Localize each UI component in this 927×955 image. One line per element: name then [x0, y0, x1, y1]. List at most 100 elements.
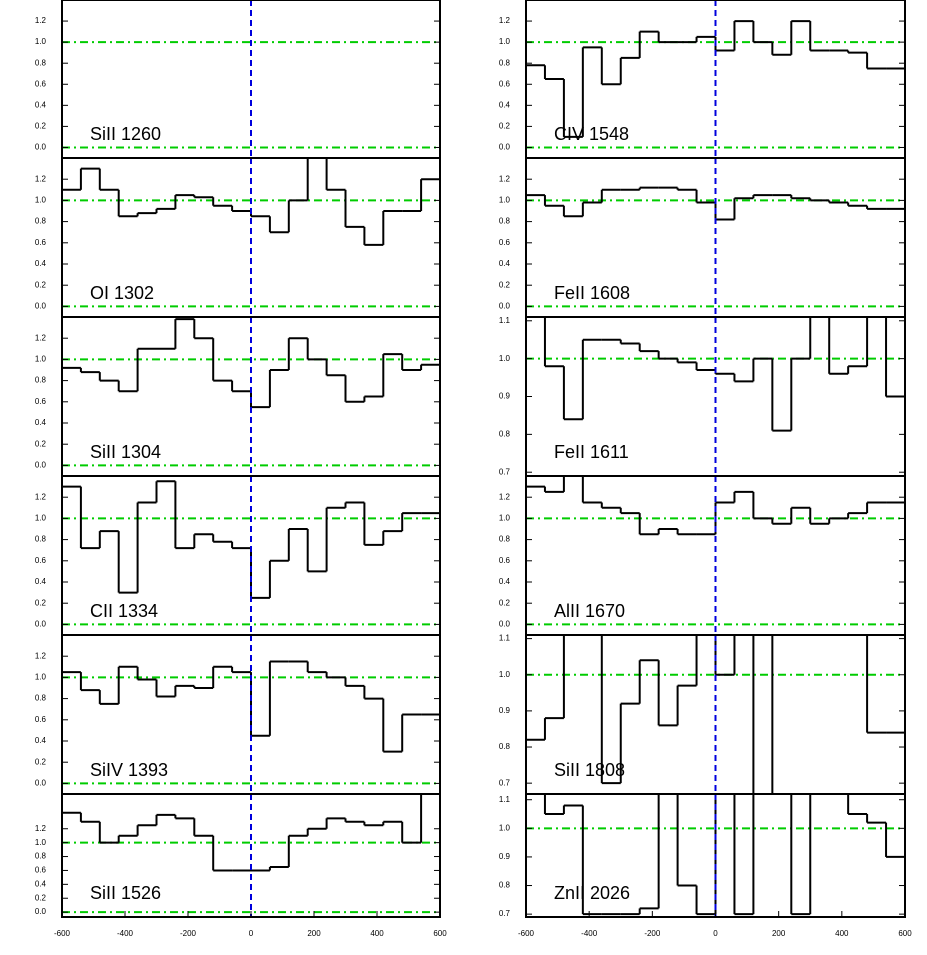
y-tick-label: 1.2 [499, 174, 511, 183]
y-tick-label: 1.1 [499, 634, 511, 643]
y-tick-label: 0.4 [499, 577, 511, 586]
y-tick-label: 0.8 [35, 58, 47, 67]
panel-label: SiII 1808 [554, 760, 625, 780]
panel [526, 0, 905, 158]
y-tick-label: 0.2 [35, 280, 47, 289]
panel [62, 317, 440, 476]
panel-label: SiII 1526 [90, 883, 161, 903]
y-tick-label: 0.6 [499, 238, 511, 247]
y-tick-label: 0.9 [499, 392, 511, 401]
y-tick-label: 0.8 [35, 376, 47, 385]
y-tick-label: 0.8 [35, 694, 47, 703]
y-tick-label: 0.8 [499, 742, 511, 751]
y-tick-label: 1.2 [35, 492, 47, 501]
panel-label: FeII 1611 [554, 442, 629, 462]
y-tick-label: 1.2 [35, 16, 47, 25]
panel [526, 317, 905, 476]
x-tick-label: -600 [518, 929, 535, 938]
panel [62, 794, 440, 917]
x-tick-label: -200 [180, 929, 197, 938]
y-tick-label: 1.1 [499, 795, 511, 804]
y-tick-label: 1.0 [499, 196, 511, 205]
x-tick-label: -200 [644, 929, 661, 938]
y-tick-label: 1.0 [35, 196, 47, 205]
x-tick-label: 400 [835, 929, 849, 938]
y-tick-label: 0.0 [499, 143, 511, 152]
x-tick-label: -600 [54, 929, 71, 938]
y-tick-label: 1.0 [499, 514, 511, 523]
y-tick-label: 0.8 [499, 535, 511, 544]
y-tick-label: 0.6 [35, 238, 47, 247]
y-tick-label: 1.0 [499, 37, 511, 46]
panel-label: AlII 1670 [554, 601, 625, 621]
x-tick-label: 0 [249, 929, 254, 938]
panel-label: OI 1302 [90, 283, 154, 303]
y-tick-label: 0.8 [499, 429, 511, 438]
x-tick-label: 600 [433, 929, 447, 938]
y-tick-label: 0.0 [499, 302, 511, 311]
y-tick-label: 0.0 [35, 143, 47, 152]
y-tick-label: 0.2 [35, 598, 47, 607]
y-tick-label: 0.6 [499, 79, 511, 88]
y-tick-label: 0.4 [35, 879, 47, 888]
y-tick-label: 0.8 [35, 535, 47, 544]
panel-label: SiIV 1393 [90, 760, 168, 780]
y-tick-label: 0.7 [499, 778, 511, 787]
y-tick-label: 0.0 [35, 302, 47, 311]
y-tick-label: 0.2 [35, 439, 47, 448]
panel-label: SiII 1260 [90, 124, 161, 144]
panel-label: CII 1334 [90, 601, 158, 621]
y-tick-label: 0.2 [499, 598, 511, 607]
y-tick-label: 0.8 [35, 852, 47, 861]
y-tick-label: 0.6 [35, 397, 47, 406]
y-tick-label: 0.2 [35, 757, 47, 766]
panel [62, 0, 440, 158]
y-tick-label: 0.4 [35, 736, 47, 745]
y-tick-label: 1.2 [35, 174, 47, 183]
y-tick-label: 0.4 [35, 100, 47, 109]
y-tick-label: 0.2 [499, 280, 511, 289]
x-tick-label: 0 [713, 929, 718, 938]
panel [62, 158, 440, 317]
y-tick-label: 1.2 [499, 492, 511, 501]
x-tick-label: 400 [370, 929, 384, 938]
y-tick-label: 0.8 [499, 58, 511, 67]
y-tick-label: 1.0 [35, 514, 47, 523]
panel [526, 635, 905, 794]
y-tick-label: 0.0 [35, 620, 47, 629]
y-tick-label: 1.0 [499, 823, 511, 832]
panel-label: CIV 1548 [554, 124, 629, 144]
y-tick-label: 0.6 [35, 79, 47, 88]
y-tick-label: 0.4 [499, 259, 511, 268]
panel [62, 476, 440, 635]
y-tick-label: 1.0 [499, 670, 511, 679]
y-tick-label: 1.0 [35, 355, 47, 364]
x-tick-label: 200 [307, 929, 321, 938]
y-tick-label: 0.4 [35, 259, 47, 268]
y-tick-label: 1.0 [35, 37, 47, 46]
y-tick-label: 1.2 [35, 333, 47, 342]
y-tick-label: 1.2 [499, 16, 511, 25]
y-tick-label: 0.9 [499, 852, 511, 861]
y-tick-label: 0.6 [35, 866, 47, 875]
y-tick-label: 0.7 [499, 467, 511, 476]
x-tick-label: 600 [898, 929, 912, 938]
y-tick-label: 0.0 [35, 779, 47, 788]
y-tick-label: 0.8 [499, 881, 511, 890]
y-tick-label: 0.9 [499, 706, 511, 715]
y-tick-label: 0.6 [35, 715, 47, 724]
y-tick-label: 0.2 [499, 122, 511, 131]
y-tick-label: 0.7 [499, 909, 511, 918]
y-tick-label: 0.0 [35, 907, 47, 916]
y-tick-label: 0.4 [499, 100, 511, 109]
y-tick-label: 1.0 [35, 838, 47, 847]
y-tick-label: 0.2 [35, 122, 47, 131]
y-tick-label: 0.6 [35, 556, 47, 565]
panel [526, 476, 905, 635]
y-tick-label: 1.0 [35, 673, 47, 682]
y-tick-label: 0.4 [35, 418, 47, 427]
panel [526, 794, 905, 917]
panel-label: ZnII 2026 [554, 883, 630, 903]
y-tick-label: 0.6 [499, 556, 511, 565]
